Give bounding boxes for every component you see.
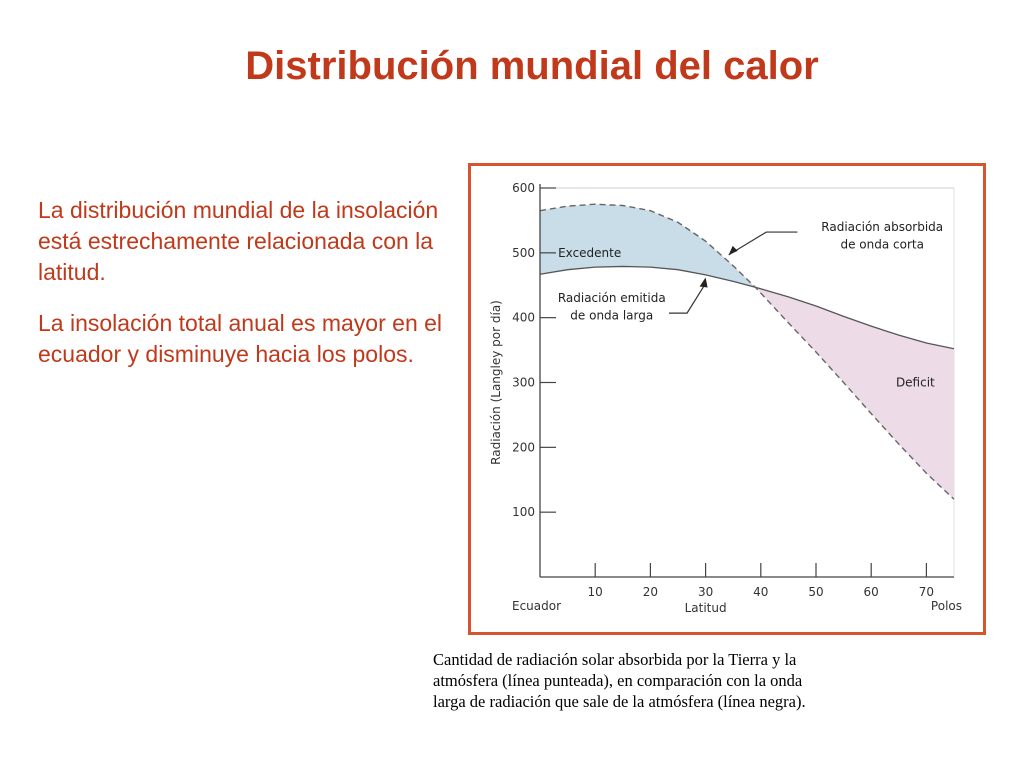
region-label-excedente: Excedente <box>558 246 621 260</box>
x-axis-title: Latitud <box>685 601 727 615</box>
x-tick-label-10: 10 <box>588 585 603 599</box>
x-tick-label-60: 60 <box>864 585 879 599</box>
slide-title: Distribución mundial del calor <box>245 44 819 88</box>
x-tick-label-50: 50 <box>808 585 823 599</box>
deficit-region <box>755 287 954 500</box>
annotation-emitted-line-2: de onda larga <box>570 309 653 323</box>
chart-frame: 100 200 300 400 500 600 10 20 30 40 50 60 70 Ecuador P… <box>468 163 986 635</box>
y-tick-label-300: 300 <box>512 376 535 390</box>
x-axis-left-label: Ecuador <box>512 599 561 613</box>
radiation-chart: 100 200 300 400 500 600 10 20 30 40 50 60 70 Ecuador P… <box>489 181 962 615</box>
caption-line-1: Cantidad de radiación solar absorbida po… <box>433 650 797 669</box>
y-axis-title: Radiación (Langley por día) <box>489 300 503 465</box>
series-line-emitted-longwave <box>539 265 955 350</box>
region-label-deficit: Deficit <box>896 376 935 390</box>
caption-line-3: larga de radiación que sale de la atmósf… <box>433 692 806 711</box>
y-tick-label-500: 500 <box>512 246 535 260</box>
y-tick-label-400: 400 <box>512 311 535 325</box>
annotation-absorbed-line-2: de onda corta <box>840 237 923 251</box>
annotation-emitted-line-1: Radiación emitida <box>558 291 666 305</box>
caption-line-2: atmósfera (línea punteada), en comparaci… <box>433 671 803 690</box>
annotation-absorbed-arrowhead <box>728 245 738 255</box>
x-tick-label-40: 40 <box>753 585 768 599</box>
y-tick-label-200: 200 <box>512 440 535 454</box>
annotation-emitted-arrowhead <box>699 277 708 288</box>
x-tick-label-20: 20 <box>643 585 658 599</box>
x-tick-label-70: 70 <box>919 585 934 599</box>
x-tick-label-30: 30 <box>698 585 713 599</box>
paragraph-equator: La insolación total anual es mayor en el… <box>38 310 443 367</box>
bullet-text-block: La distribución mundial de la insolación… <box>38 195 468 390</box>
annotation-absorbed-line-1: Radiación absorbida <box>821 220 943 234</box>
annotation-emitted-leader <box>668 283 707 314</box>
x-axis-right-label: Polos <box>931 599 962 613</box>
figure-caption: Cantidad de radiación solar absorbida po… <box>433 649 973 712</box>
y-tick-label-600: 600 <box>512 181 535 195</box>
series-line-absorbed-shortwave <box>539 203 955 500</box>
surplus-region <box>540 204 756 288</box>
paragraph-latitude: La distribución mundial de la insolación… <box>38 197 439 285</box>
annotation-absorbed-leader <box>728 231 798 256</box>
y-tick-label-100: 100 <box>512 505 535 519</box>
